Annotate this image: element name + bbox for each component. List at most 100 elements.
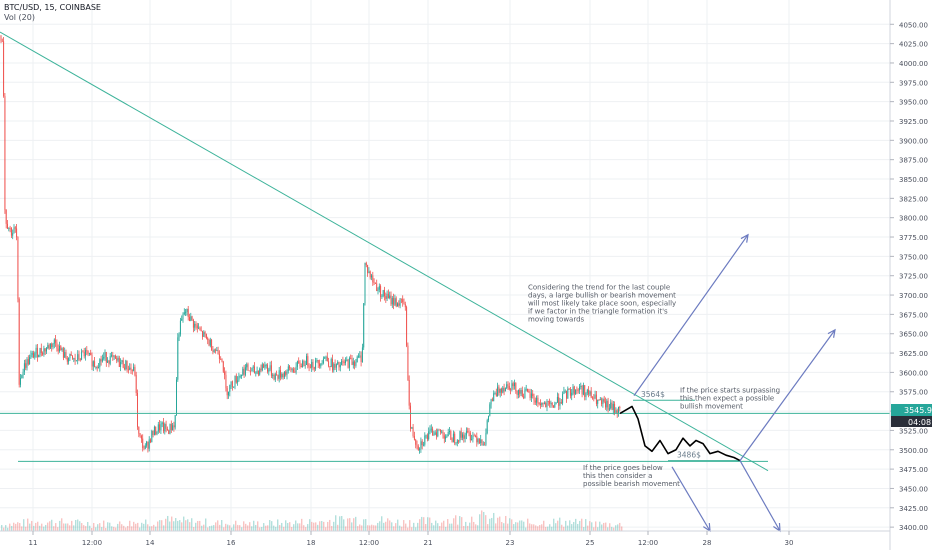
symbol-title[interactable]: BTC/USD, 15, COINBASE <box>4 3 101 12</box>
candle-body <box>464 435 466 439</box>
candle-body <box>315 360 317 369</box>
candle-body <box>541 402 543 406</box>
volume-bar <box>209 526 211 531</box>
candle-body <box>121 360 123 363</box>
volume-bar <box>79 521 81 531</box>
volume-bar <box>119 521 121 531</box>
volume-bar <box>63 523 65 531</box>
candle-body <box>319 363 320 367</box>
volume-bar <box>281 522 283 531</box>
candle-body <box>359 355 361 357</box>
candle-body <box>322 358 324 364</box>
volume-bar <box>101 527 103 531</box>
volume-bar <box>1 524 3 531</box>
candle-body <box>569 389 571 396</box>
volume-bar <box>327 521 329 531</box>
volume-bar <box>111 526 113 531</box>
candle-body <box>603 399 605 402</box>
volume-bar <box>505 515 507 531</box>
candle-body <box>429 429 431 432</box>
candle-body <box>146 441 148 446</box>
candle-body <box>588 389 590 395</box>
candle-body <box>605 401 606 408</box>
volume-bar <box>243 521 245 531</box>
volume-bar <box>3 527 5 531</box>
candle-body <box>241 374 242 376</box>
time-tick-label: 14 <box>146 539 155 547</box>
candle-body <box>575 389 577 395</box>
candle-body <box>579 386 580 391</box>
candle-body <box>276 374 278 376</box>
candle-body <box>100 359 102 362</box>
candle-body <box>556 397 558 403</box>
candle-body <box>576 389 578 391</box>
candle-body <box>49 343 51 349</box>
volume-bar <box>39 525 41 531</box>
price-tick-label: 3875.00 <box>899 157 928 165</box>
candle-body <box>491 399 493 402</box>
volume-bar <box>177 520 179 531</box>
volume-bar <box>409 520 411 531</box>
volume-bar <box>245 523 247 531</box>
candle-body <box>174 414 176 428</box>
volume-bar <box>157 521 159 531</box>
countdown-label: 04:08 <box>908 418 931 427</box>
candle-body <box>185 311 187 313</box>
candle-body <box>148 439 150 449</box>
candle-body <box>189 317 190 322</box>
volume-bar <box>495 523 497 531</box>
candle-body <box>26 359 28 368</box>
volume-bar <box>227 524 229 531</box>
candle-body <box>103 356 105 359</box>
candle-body <box>4 96 6 210</box>
candle-body <box>436 432 437 437</box>
volume-bar <box>161 520 163 531</box>
volume-bar <box>503 523 505 531</box>
candle-body <box>510 389 512 390</box>
volume-bar <box>381 516 383 531</box>
candle-body <box>38 355 40 358</box>
candle-body <box>529 392 531 398</box>
volume-bar <box>175 518 177 531</box>
candle-body <box>122 360 124 368</box>
note-text: Considering the trend for the last coupl… <box>528 284 676 324</box>
volume-bar <box>109 522 111 531</box>
candle-body <box>423 444 424 446</box>
candle-body <box>109 356 111 364</box>
candle-body <box>560 402 562 404</box>
volume-bar <box>257 521 259 531</box>
candle-body <box>387 293 389 298</box>
candle-body <box>61 348 63 351</box>
candle-body <box>393 298 395 305</box>
candle-body <box>599 399 601 401</box>
candle-body <box>369 271 371 278</box>
volume-indicator-label[interactable]: Vol (20) <box>4 13 35 22</box>
candle-body <box>269 365 271 370</box>
candle-body <box>221 359 223 362</box>
candle-body <box>360 355 362 362</box>
volume-bar <box>253 520 255 531</box>
volume-bar <box>135 523 137 531</box>
candle-body <box>118 357 120 367</box>
note-line: bullish movement <box>680 403 743 411</box>
note-line: Considering the trend for the last coupl… <box>528 284 670 292</box>
volume-bar <box>489 518 491 531</box>
volume-bar <box>573 521 575 531</box>
candle-body <box>610 402 612 409</box>
volume-bar <box>185 520 187 531</box>
candle-body <box>586 389 588 393</box>
volume-bar <box>535 525 537 531</box>
candle-body <box>231 381 233 387</box>
candle-body <box>215 349 216 351</box>
volume-bar <box>539 524 541 531</box>
candle-body <box>183 312 185 315</box>
volume-bar <box>241 527 243 531</box>
candle-body <box>542 402 544 404</box>
time-axis[interactable]: 11 12:00 14 16 18 12:00 21 23 25 12:00 28 30 <box>0 530 890 547</box>
price-axis[interactable]: 4050.00 4025.00 4000.00 3975.00 3950.00 3925.… <box>889 0 928 550</box>
drawings-layer[interactable]: 3564$ 3486$ <box>0 31 890 533</box>
candle-body <box>278 370 280 379</box>
candle-body <box>220 358 222 360</box>
